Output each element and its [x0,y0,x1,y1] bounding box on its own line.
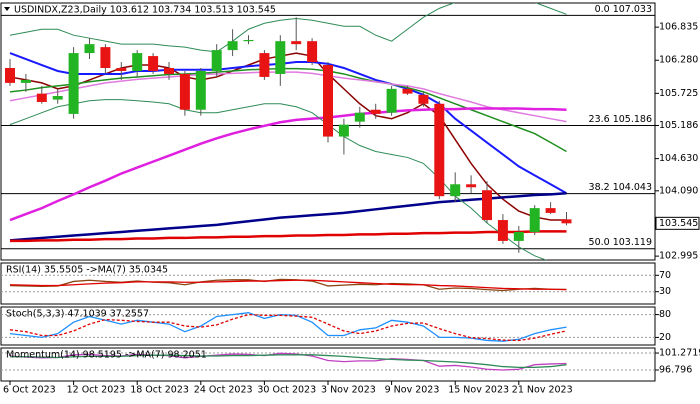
x-tick-label: 18 Oct 2023 [130,385,189,396]
x-tick-label: 6 Oct 2023 [3,385,56,396]
candle-body [211,50,222,71]
candle-body [275,41,286,74]
candle-body [243,39,254,42]
rsi-panel [0,262,656,305]
candle-body [20,79,31,83]
indicator-line [9,99,548,260]
indicator-line [9,352,567,371]
main-panel [0,2,656,261]
fib-label: 38.2 104.043 [589,182,652,193]
candle-body [354,112,365,122]
y-tick-label: 102.995 [659,251,698,262]
candle-body [513,231,524,241]
candle-body [386,88,397,113]
candle-body [482,190,492,221]
candle-body [307,41,318,63]
indicator-line [9,3,567,53]
candle-body [561,219,572,224]
panel-plot [1,3,655,260]
candle-body [466,184,477,188]
panel-title: USDINDX,Z23,Daily 103.612 103.734 103.51… [14,5,276,16]
candle-body [497,220,508,241]
indicator-line [9,191,567,242]
candle-body [132,53,143,71]
current-price: 103.545 [659,218,698,229]
y-tick-label: 96.796 [659,365,692,376]
candle-body [52,96,63,100]
x-tick-label: 12 Oct 2023 [67,385,126,396]
stoch-panel [0,306,656,346]
x-tick-label: 15 Nov 2023 [448,385,509,396]
x-tick-label: 9 Nov 2023 [385,385,440,396]
x-tick-label: 24 Oct 2023 [194,385,253,396]
x-tick-label: 30 Oct 2023 [257,385,316,396]
fib-label: 50.0 103.119 [589,237,652,248]
y-tick-label: 20 [659,332,671,343]
y-tick-label: 106.280 [659,55,698,66]
y-tick-label: 80 [659,309,671,320]
candle-body [338,124,349,137]
y-tick-label: 105.186 [659,120,698,131]
candle-body [259,53,270,77]
candle-body [529,208,540,232]
candle-body [323,65,333,137]
indicator-line [9,313,567,342]
candle-body [164,67,174,74]
y-tick-label: 70 [659,270,671,281]
indicator-line [9,67,567,153]
indicator-line [9,71,567,123]
candle-body [195,70,206,110]
y-tick-label: 104.090 [659,185,698,196]
x-tick-label: 21 Nov 2023 [512,385,573,396]
candle-body [370,109,381,114]
candle-body [36,93,47,102]
candle-body [68,53,79,114]
panel-title: RSI(14) 35.5505 ->MA(7) 35.0345 [6,265,168,276]
indicator-line [10,230,567,243]
symbol-arrow [4,7,10,11]
candle-body [179,73,190,110]
candle-body [291,41,302,45]
candle-body [227,41,238,51]
candle-body [148,56,159,71]
y-tick-label: 106.835 [659,22,698,33]
y-tick-label: 101.2719 [659,348,700,359]
panel-plot [1,274,655,293]
panel-title: Momentum(14) 98.5195 ->MA(7) 98.2051 [6,350,207,361]
panel-title: Stoch(5,3,3) 47.1039 37.2557 [6,309,149,320]
candle-body [545,208,556,213]
plot-layer: USDINDX,Z23,Daily 103.612 103.734 103.51… [1,3,700,396]
indicator-line [9,278,567,292]
indicator-line [9,107,567,222]
price-tag [655,216,700,230]
candle-body [5,67,15,83]
y-tick-label: 104.630 [659,153,698,164]
fib-label: 0.0 107.033 [595,4,652,15]
candle-body [434,103,445,197]
indicator-line [10,354,567,368]
indicator-line [9,279,567,291]
x-tick-label: 3 Nov 2023 [321,385,376,396]
panel-plot [1,312,655,342]
fib-label: 23.6 105.186 [589,114,652,125]
candle-body [84,44,95,54]
candle-body [116,67,127,71]
candle-body [450,184,461,197]
candle-body [418,94,429,104]
y-tick-label: 30 [659,286,671,297]
candle-body [402,88,413,94]
y-tick-label: 105.725 [659,88,698,99]
candle-body [100,47,111,68]
panel-plot [1,352,655,371]
indicator-line [9,52,567,195]
